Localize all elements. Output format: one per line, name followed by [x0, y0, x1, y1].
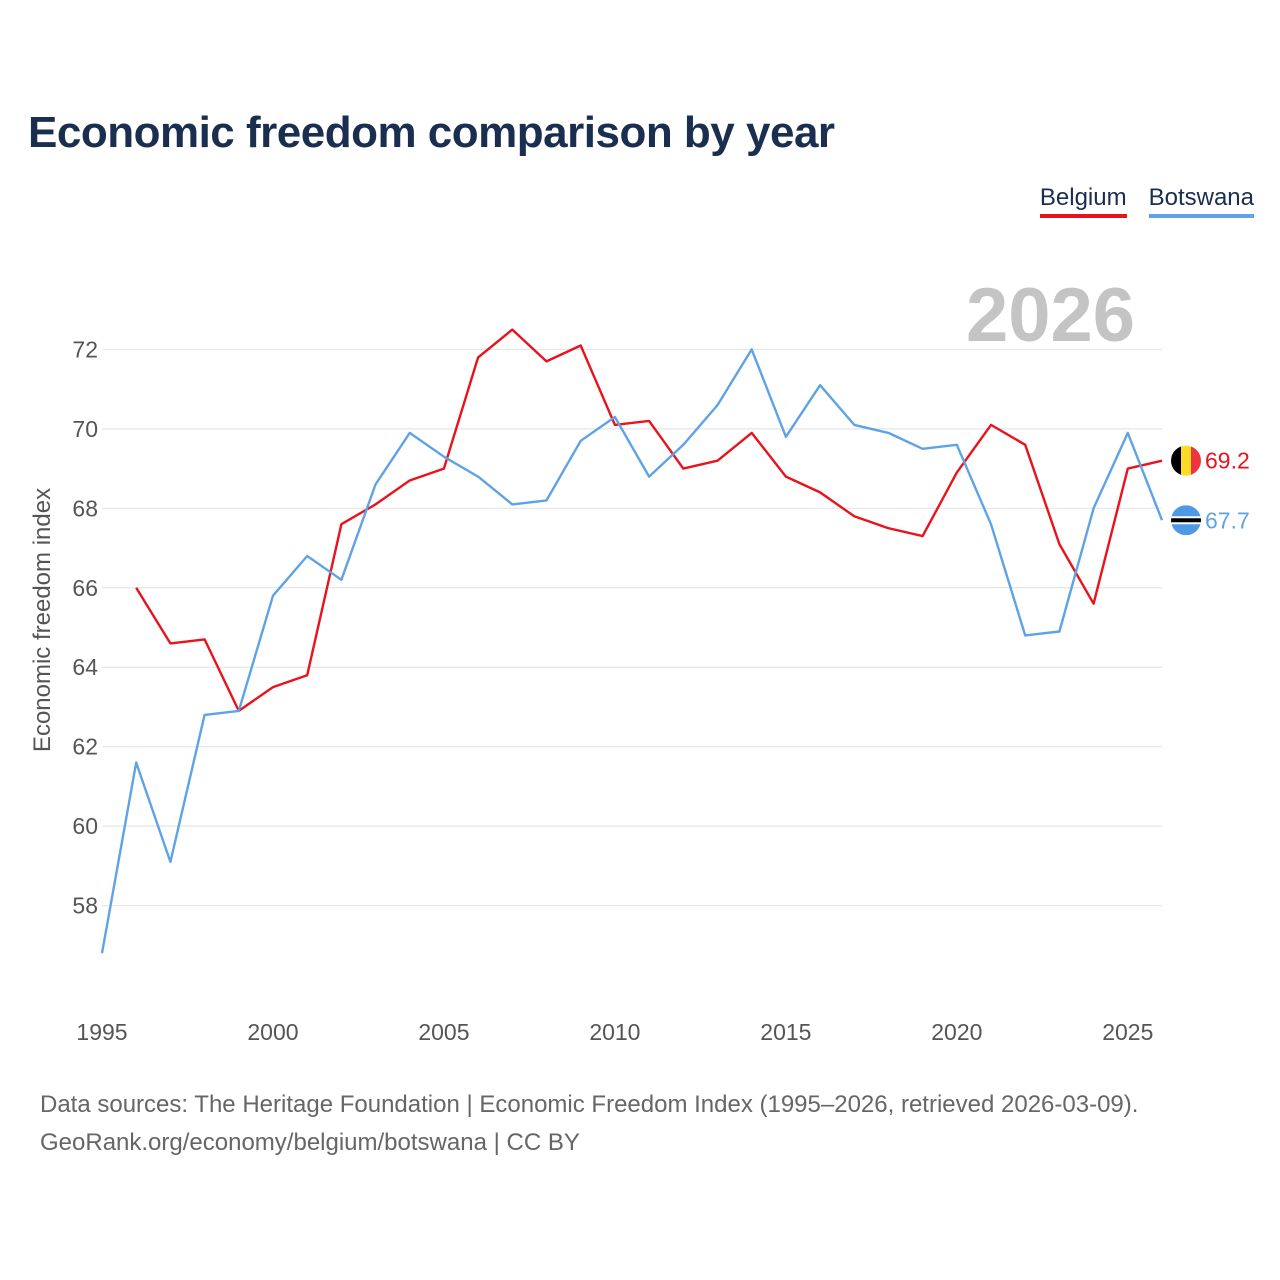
series-lines: [100, 328, 1164, 954]
chart-title: Economic freedom comparison by year: [28, 108, 835, 157]
x-tick-label: 2025: [1102, 1019, 1153, 1045]
y-tick-label: 64: [72, 654, 98, 680]
series-line-botswana[interactable]: [100, 348, 1164, 954]
legend-item-belgium[interactable]: Belgium: [1039, 184, 1127, 218]
x-tick-label: 2015: [760, 1019, 811, 1045]
y-tick-label: 70: [72, 416, 98, 442]
year-watermark: 2026: [966, 273, 1136, 358]
x-tick-label: 2000: [247, 1019, 298, 1045]
y-tick-label: 72: [72, 336, 98, 362]
x-axis-ticks: 1995 2000 2005 2010 2015 2020 2025: [76, 1019, 1153, 1045]
y-tick-label: 60: [72, 813, 98, 839]
grid-lines: [102, 348, 1162, 907]
footer-credit: GeoRank.org/economy/belgium/botswana | C…: [40, 1129, 580, 1156]
x-tick-label: 2020: [931, 1019, 982, 1045]
legend-item-botswana[interactable]: Botswana: [1148, 184, 1254, 218]
y-axis-ticks: 58 60 62 64 66 68 70 72: [72, 336, 98, 918]
chart-legend: Belgium Botswana: [1039, 184, 1254, 218]
series-endpoints: 69.2 67.7: [1171, 445, 1250, 536]
y-tick-label: 68: [72, 495, 98, 521]
footer: Data sources: The Heritage Foundation | …: [40, 1086, 1138, 1162]
y-tick-label: 62: [72, 734, 98, 760]
x-tick-label: 2005: [418, 1019, 469, 1045]
footer-source: Data sources: The Heritage Foundation | …: [40, 1091, 1139, 1118]
y-tick-label: 58: [72, 893, 98, 919]
end-value-label-belgium: 69.2: [1205, 448, 1250, 474]
y-axis-label: Economic freedom index: [29, 488, 56, 752]
flag-botswana-icon: [1171, 505, 1201, 536]
end-value-label-botswana: 67.7: [1205, 507, 1250, 533]
y-tick-label: 66: [72, 575, 98, 601]
flag-belgium-icon: [1171, 445, 1201, 476]
x-tick-label: 2010: [589, 1019, 640, 1045]
series-line-belgium[interactable]: [135, 328, 1163, 713]
x-tick-label: 1995: [76, 1019, 127, 1045]
